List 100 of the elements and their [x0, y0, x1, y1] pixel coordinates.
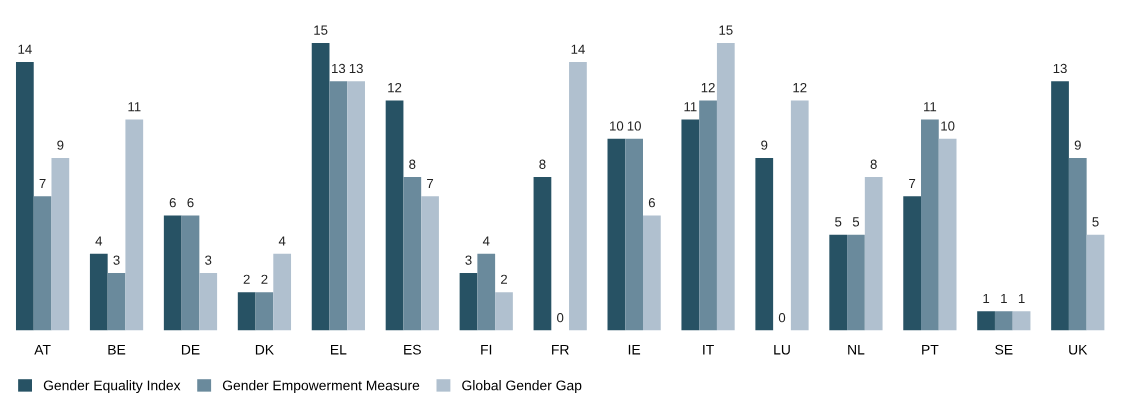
x-tick-label: PT — [922, 344, 939, 355]
bar — [495, 292, 513, 331]
data-label: 2 — [261, 274, 268, 284]
legend-label: Global Gender Gap — [462, 380, 582, 394]
data-label: 2 — [500, 274, 507, 284]
bar — [847, 234, 865, 331]
bar — [33, 196, 52, 331]
bar — [15, 62, 34, 331]
data-label: 9 — [761, 140, 768, 150]
bar — [977, 311, 995, 331]
data-label: 2 — [243, 274, 250, 284]
bar — [829, 234, 848, 331]
data-label: 5 — [835, 217, 842, 227]
x-tick-label: SE — [995, 344, 1013, 355]
data-label: 10 — [627, 121, 641, 131]
bar — [329, 81, 348, 331]
bar — [716, 42, 735, 331]
bar — [1068, 157, 1087, 331]
data-label: 1 — [1001, 293, 1007, 304]
bar — [681, 119, 700, 331]
bar — [1051, 81, 1069, 331]
data-label: 13 — [332, 63, 346, 74]
data-label: 11 — [128, 102, 141, 112]
data-label: 14 — [18, 44, 32, 54]
data-label: 0 — [557, 312, 564, 323]
x-tick-label: BE — [108, 344, 126, 355]
bar — [237, 292, 256, 331]
bar — [607, 138, 626, 331]
data-label: 8 — [409, 159, 416, 169]
data-label: 6 — [648, 197, 655, 208]
data-label: 3 — [113, 255, 120, 265]
legend-label: Gender Empowerment Measure — [222, 380, 420, 394]
bar — [864, 177, 883, 331]
x-tick-label: IE — [628, 344, 641, 355]
data-label: 10 — [941, 121, 955, 131]
bar — [51, 157, 70, 331]
data-label: 13 — [1053, 63, 1067, 74]
x-tick-label: EL — [331, 344, 347, 355]
bar — [459, 272, 478, 331]
bar — [311, 42, 330, 331]
bar — [125, 119, 144, 331]
bar — [1086, 234, 1105, 331]
data-label: 8 — [539, 159, 546, 169]
bar — [255, 292, 274, 331]
bar — [903, 196, 922, 331]
bar — [181, 215, 200, 331]
bar — [994, 311, 1013, 331]
x-tick-label: DE — [181, 344, 200, 355]
x-tick-label: ES — [404, 344, 421, 355]
bar — [1012, 311, 1031, 331]
bar — [163, 215, 182, 331]
data-label: 7 — [39, 178, 46, 188]
data-label: 1 — [1018, 293, 1025, 304]
data-label: 7 — [909, 178, 916, 188]
data-label: 12 — [793, 82, 807, 93]
data-label: 15 — [719, 25, 733, 35]
bar — [643, 215, 661, 331]
data-label: 13 — [349, 63, 363, 74]
x-tick-label: LU — [774, 344, 790, 355]
bar — [199, 272, 218, 331]
bar — [89, 253, 108, 331]
x-tick-label: IT — [703, 344, 714, 355]
bar — [938, 138, 957, 331]
bar — [790, 100, 809, 331]
data-label: 5 — [1092, 217, 1099, 227]
data-label: 5 — [852, 217, 860, 227]
data-label: 3 — [465, 255, 472, 265]
bar — [347, 81, 365, 331]
data-label: 12 — [701, 82, 715, 93]
x-tick-label: DK — [255, 344, 274, 355]
bar — [921, 119, 939, 331]
data-label: 4 — [278, 236, 286, 246]
bar — [385, 100, 404, 331]
data-label: 4 — [95, 236, 103, 246]
data-label: 8 — [870, 159, 877, 169]
legend-label: Gender Equality Index — [43, 380, 181, 394]
data-label: 7 — [427, 178, 434, 188]
bar — [625, 138, 643, 331]
data-label: 15 — [314, 25, 328, 35]
data-label: 11 — [684, 102, 697, 112]
bar — [755, 157, 774, 331]
x-tick-label: NL — [848, 344, 865, 355]
x-tick-label: FR — [552, 344, 569, 355]
data-label: 12 — [388, 82, 402, 93]
data-label: 9 — [1074, 140, 1081, 150]
data-label: 4 — [482, 236, 490, 246]
data-label: 1 — [983, 293, 990, 304]
data-label: 11 — [924, 102, 937, 112]
data-label: 10 — [610, 121, 624, 131]
bar — [107, 272, 126, 331]
bar — [699, 100, 717, 331]
data-label: 14 — [571, 44, 585, 54]
data-label: 3 — [205, 255, 212, 265]
bar — [533, 177, 552, 331]
x-tick-label: FI — [481, 344, 492, 355]
data-label: 6 — [169, 197, 176, 208]
x-tick-label: AT — [34, 344, 51, 355]
bar — [403, 177, 422, 331]
bar — [421, 196, 439, 331]
bar — [273, 253, 292, 331]
